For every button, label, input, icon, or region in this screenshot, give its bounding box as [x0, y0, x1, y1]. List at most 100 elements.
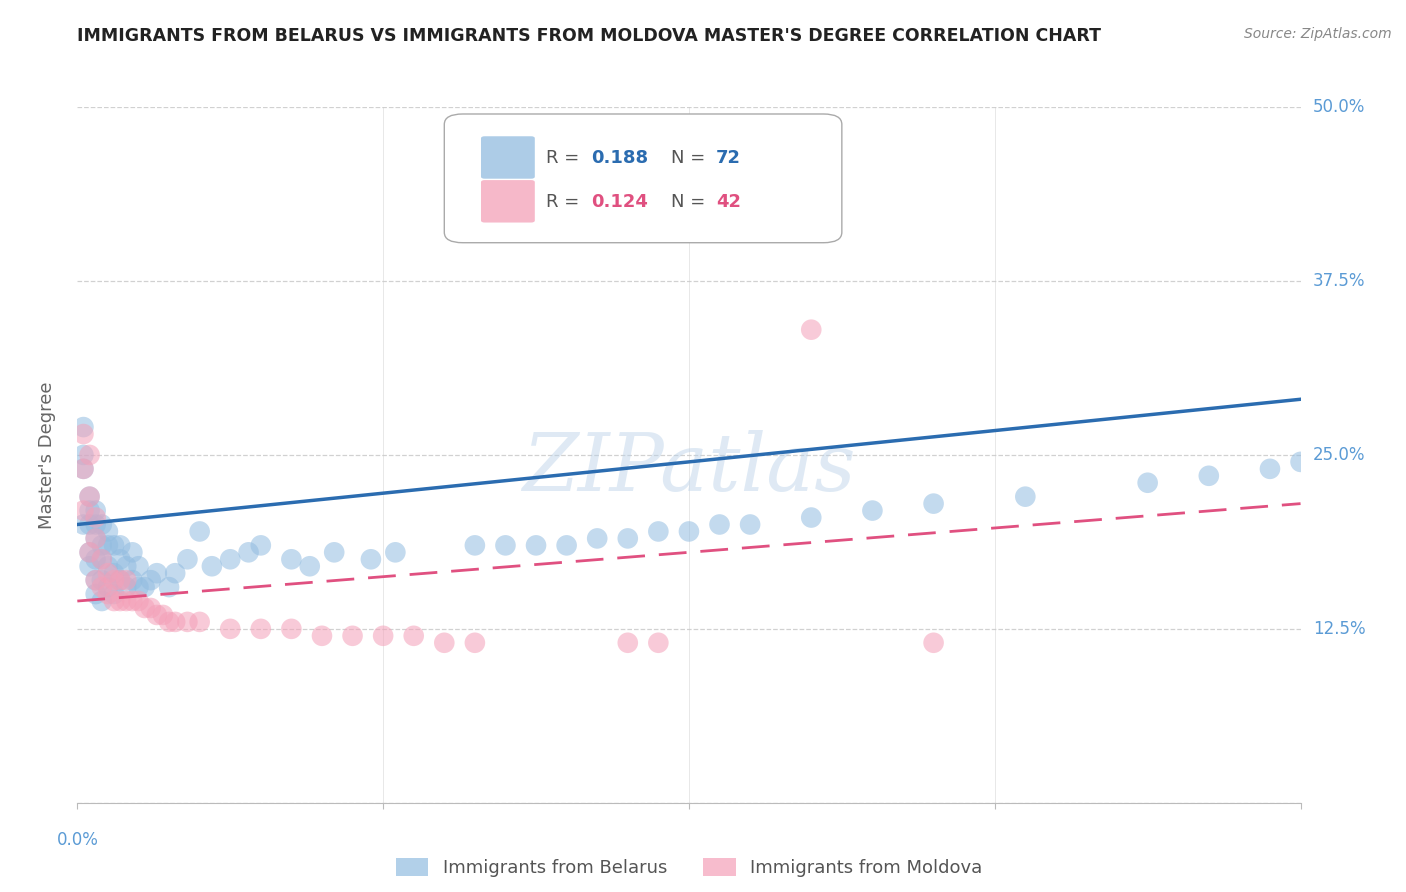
Point [152, 607, 174, 622]
Point [238, 545, 260, 559]
Point [103, 566, 125, 581]
Point [97, 524, 120, 539]
Point [84, 517, 107, 532]
Point [84, 503, 107, 517]
Point [72, 427, 94, 442]
Point [103, 594, 125, 608]
Point [311, 629, 333, 643]
Point [72, 420, 94, 434]
Point [72, 448, 94, 462]
Point [188, 615, 211, 629]
Point [139, 573, 162, 587]
Point [922, 636, 945, 650]
Point [323, 545, 346, 559]
Point [90, 552, 112, 566]
Point [115, 559, 138, 574]
Point [342, 629, 364, 643]
Point [464, 538, 486, 552]
Point [79, 517, 101, 532]
Point [464, 636, 486, 650]
Text: 25.0%: 25.0% [1313, 446, 1365, 464]
Point [97, 580, 120, 594]
Point [79, 503, 101, 517]
Point [84, 552, 107, 566]
Point [384, 545, 406, 559]
Point [134, 601, 156, 615]
Text: R =: R = [546, 149, 585, 167]
Point [97, 587, 120, 601]
Text: 50.0%: 50.0% [1313, 98, 1365, 116]
Point [79, 448, 101, 462]
Text: 0.124: 0.124 [591, 193, 648, 211]
Point [862, 503, 884, 517]
Point [79, 545, 101, 559]
FancyBboxPatch shape [481, 180, 534, 222]
Point [127, 559, 149, 574]
Point [433, 636, 456, 650]
Point [678, 524, 700, 539]
Point [219, 622, 242, 636]
Point [617, 532, 640, 546]
Point [201, 559, 224, 574]
Point [115, 580, 138, 594]
Point [103, 573, 125, 587]
Point [250, 538, 273, 552]
Text: 72: 72 [716, 149, 741, 167]
Point [298, 559, 321, 574]
Point [84, 510, 107, 524]
Point [280, 622, 302, 636]
Point [1014, 490, 1036, 504]
Point [108, 573, 131, 587]
Point [84, 587, 107, 601]
Point [360, 552, 382, 566]
Point [800, 510, 823, 524]
Point [1198, 468, 1220, 483]
Point [72, 503, 94, 517]
Point [72, 462, 94, 476]
Legend: Immigrants from Belarus, Immigrants from Moldova: Immigrants from Belarus, Immigrants from… [388, 850, 990, 884]
Point [617, 636, 640, 650]
Point [157, 615, 180, 629]
Point [90, 538, 112, 552]
Point [709, 517, 731, 532]
Point [647, 524, 669, 539]
Point [495, 538, 517, 552]
Point [108, 538, 131, 552]
Point [121, 573, 143, 587]
Point [115, 573, 138, 587]
Point [79, 490, 101, 504]
Point [524, 538, 547, 552]
Point [280, 552, 302, 566]
Point [97, 538, 120, 552]
Text: ZIPatlas: ZIPatlas [522, 430, 856, 508]
Point [1320, 364, 1343, 378]
Point [90, 580, 112, 594]
Point [146, 607, 169, 622]
Point [103, 538, 125, 552]
Point [103, 587, 125, 601]
Point [250, 622, 273, 636]
FancyBboxPatch shape [481, 136, 534, 178]
Point [647, 636, 669, 650]
Point [121, 594, 143, 608]
FancyBboxPatch shape [444, 114, 842, 243]
Point [90, 517, 112, 532]
Point [121, 545, 143, 559]
Point [1136, 475, 1159, 490]
Point [108, 573, 131, 587]
Point [740, 517, 762, 532]
Text: 37.5%: 37.5% [1313, 272, 1365, 290]
Point [146, 566, 169, 581]
Point [84, 532, 107, 546]
Point [127, 594, 149, 608]
Point [800, 323, 823, 337]
Text: IMMIGRANTS FROM BELARUS VS IMMIGRANTS FROM MOLDOVA MASTER'S DEGREE CORRELATION C: IMMIGRANTS FROM BELARUS VS IMMIGRANTS FR… [77, 27, 1101, 45]
Point [402, 629, 425, 643]
Text: 42: 42 [716, 193, 741, 211]
Point [84, 532, 107, 546]
Text: 12.5%: 12.5% [1313, 620, 1365, 638]
Point [97, 566, 120, 581]
Point [219, 552, 242, 566]
Point [134, 580, 156, 594]
Point [90, 552, 112, 566]
